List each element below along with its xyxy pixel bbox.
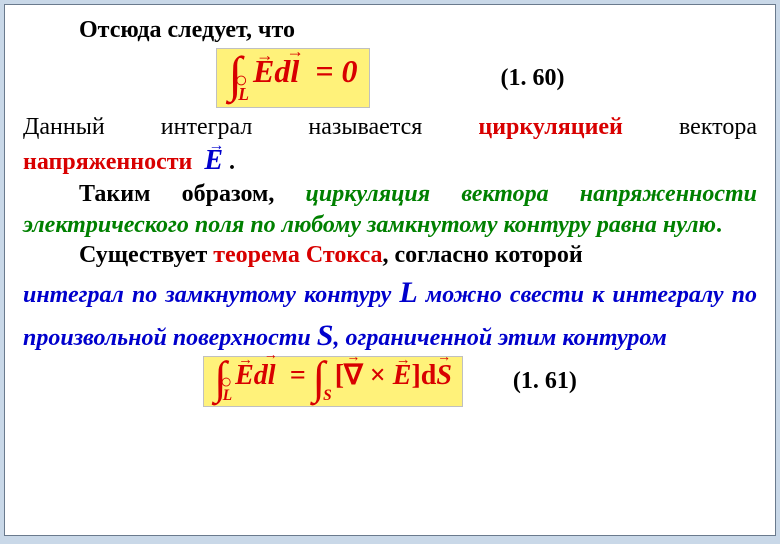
equation-1-box: ∫○L→E→ddll = 0 [216, 48, 371, 109]
eq1-equals: = [315, 53, 333, 89]
vector-dl: →ddll [274, 51, 299, 92]
p5-b1: интеграл по замкнутому контуру [23, 282, 399, 308]
p4-t1: Существует [79, 242, 213, 268]
p2-t2: вектора [623, 114, 757, 140]
vector-E-3: →E [393, 358, 412, 394]
vector-E: →E [253, 51, 274, 92]
equation-1-formula: ∫○L→E→ddll = 0 [229, 53, 358, 89]
eq2-cross: × [370, 360, 386, 391]
symbol-S: S [317, 319, 334, 352]
eq2-equals: = [290, 360, 306, 391]
p4-t2: , согласно которой [383, 242, 583, 268]
equation-2-row: ∫○L→E→dl = ∫S[→∇ × →E]d→S (1. 61) [23, 356, 757, 407]
contour-integral-icon: ∫○ [229, 52, 243, 97]
para-integral-name-l2: напряженности →E . [23, 143, 757, 179]
para-stokes-body: интеграл по замкнутому контуру L можно с… [23, 271, 757, 358]
p2-dot: . [229, 149, 235, 175]
equation-2-formula: ∫○L→E→dl = ∫S[→∇ × →E]d→S [214, 360, 452, 391]
content-frame: Отсюда следует, что ∫○L→E→ddll = 0 (1. 6… [4, 4, 776, 536]
equation-1-row: ∫○L→E→ddll = 0 (1. 60) [23, 48, 757, 109]
para-integral-name-l1: Данный интеграл называется циркуляцией в… [23, 112, 757, 143]
para-thus: Таким образом, циркуляция вектора напряж… [23, 179, 757, 240]
symbol-E: →E [204, 143, 223, 179]
p3-lead: Таким образом, [79, 181, 306, 207]
para-stokes-intro: Существует теорема Стокса, согласно кото… [23, 240, 757, 271]
nabla-icon: →∇ [344, 358, 363, 394]
equation-2-number: (1. 61) [513, 366, 577, 397]
contour-integral-icon-2: ∫○ [214, 357, 227, 398]
eq1-zero: 0 [341, 53, 357, 89]
symbol-L: L [399, 276, 417, 309]
equation-2-box: ∫○L→E→dl = ∫S[→∇ × →E]d→S [203, 356, 463, 407]
p4-stokes: теорема Стокса [213, 242, 382, 268]
integral-icon: ∫ [313, 358, 326, 397]
p5-b3: , ограниченной этим контуром [333, 325, 666, 351]
vector-E-2: →E [235, 358, 254, 394]
p3-dot: . [716, 212, 722, 238]
intro-text: Отсюда следует, что [79, 17, 295, 43]
vector-dS: →S [436, 358, 452, 394]
line-intro: Отсюда следует, что [23, 15, 757, 46]
equation-1-number: (1. 60) [500, 63, 564, 94]
p2-circ: циркуляцией [478, 114, 622, 140]
p2-t1: Данный интеграл называется [23, 114, 478, 140]
eq2-d: d [421, 360, 437, 391]
p2-nap: напряженности [23, 149, 192, 175]
vector-dl-2: →dl [254, 358, 276, 394]
